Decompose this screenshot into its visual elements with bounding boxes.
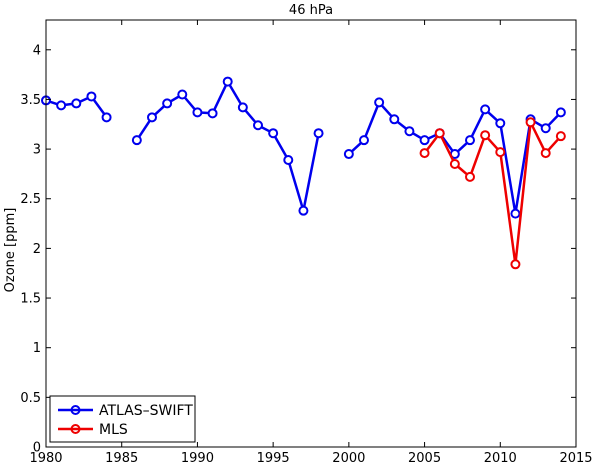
data-point — [510, 208, 521, 219]
data-point — [268, 128, 279, 139]
data-point — [480, 104, 491, 115]
data-point — [71, 98, 82, 109]
data-point — [495, 118, 506, 129]
data-point — [449, 158, 460, 169]
y-axis-label: Ozone [ppm] — [3, 208, 18, 293]
legend: ATLAS–SWIFT MLS — [49, 395, 196, 443]
x-tick-label: 2010 — [484, 451, 517, 464]
x-tick-label: 1990 — [181, 451, 214, 464]
y-tick-label: 3.5 — [20, 93, 41, 108]
data-point — [419, 148, 430, 159]
chart-title: 46 hPa — [289, 3, 333, 18]
data-point — [525, 117, 536, 128]
x-tick-label: 1995 — [257, 451, 290, 464]
data-point — [177, 89, 188, 100]
data-point — [359, 135, 369, 146]
data-point — [555, 107, 566, 118]
y-tick-label: 0.5 — [20, 391, 41, 406]
legend-label-atlas: ATLAS–SWIFT — [99, 403, 193, 419]
data-point — [465, 171, 475, 182]
plot-area — [41, 76, 566, 270]
x-tick-label: 1980 — [29, 451, 62, 464]
y-tick-label: 1 — [33, 341, 41, 356]
y-tick-label: 2.5 — [20, 192, 41, 207]
legend-marker-atlas — [70, 405, 81, 415]
y-tick-label: 3 — [33, 143, 41, 158]
legend-marker-mls — [70, 424, 81, 434]
series-line — [423, 121, 562, 266]
data-point — [101, 112, 112, 123]
x-tick-label: 2005 — [408, 451, 441, 464]
data-point — [222, 76, 233, 87]
data-point — [419, 135, 430, 146]
y-tick-label: 1.5 — [20, 292, 41, 307]
data-point — [283, 155, 294, 166]
plot-frame — [45, 19, 577, 448]
data-point — [207, 108, 218, 119]
data-point — [192, 107, 203, 118]
data-point — [374, 97, 385, 108]
series-0 — [41, 76, 566, 219]
data-point — [298, 205, 309, 216]
data-point — [540, 123, 551, 134]
x-tick-label: 1985 — [105, 451, 138, 464]
y-tick-label: 0 — [33, 441, 41, 456]
data-point — [495, 147, 506, 158]
data-point — [162, 98, 173, 109]
data-point — [465, 135, 475, 146]
data-point — [434, 128, 445, 139]
data-point — [480, 130, 491, 141]
legend-label-mls: MLS — [99, 422, 128, 438]
data-point — [56, 100, 67, 111]
data-point — [86, 91, 97, 102]
data-point — [404, 126, 415, 137]
data-point — [510, 259, 521, 270]
data-point — [343, 149, 354, 160]
data-point — [540, 148, 551, 159]
data-point — [147, 112, 157, 123]
data-point — [253, 120, 263, 131]
y-tick-label: 4 — [33, 43, 41, 58]
x-tick-label: 2015 — [559, 451, 592, 464]
legend-box — [49, 395, 196, 443]
y-tick-label: 2 — [33, 242, 41, 257]
data-point — [313, 128, 324, 139]
data-point — [389, 114, 400, 125]
data-point — [131, 135, 142, 146]
data-point — [555, 131, 566, 142]
data-point — [237, 102, 248, 113]
axes: 1980 1985 1990 1995 2000 2005 2010 2015 0 0.5 1 1.5… — [20, 20, 593, 464]
series-1 — [419, 117, 566, 270]
x-tick-label: 2000 — [332, 451, 365, 464]
